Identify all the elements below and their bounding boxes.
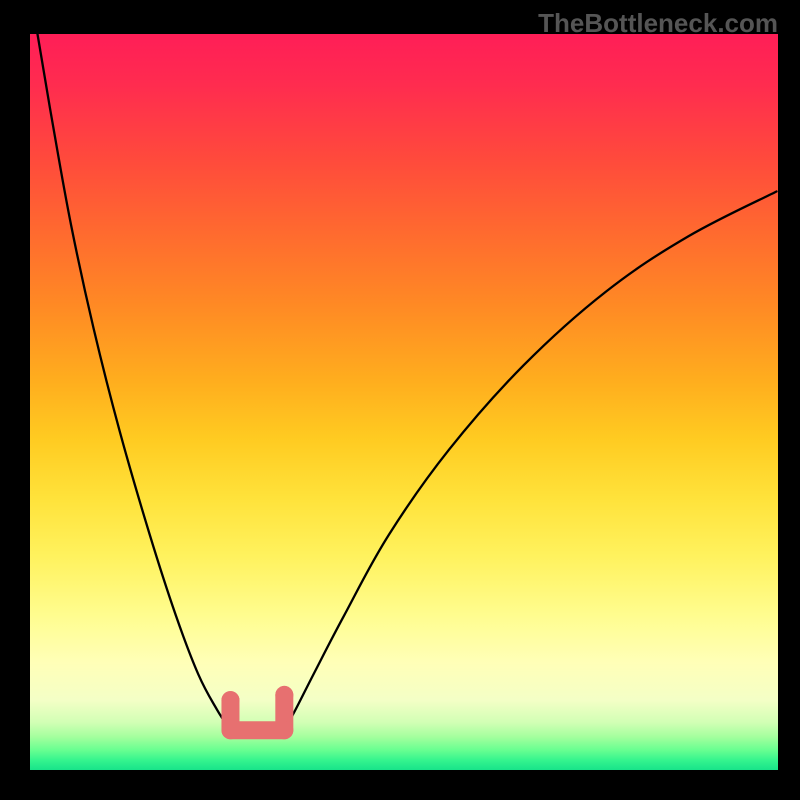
plot-group <box>30 34 778 770</box>
curve-overlay <box>0 0 800 800</box>
canvas-root: TheBottleneck.com <box>0 0 800 800</box>
plot-background <box>30 34 778 770</box>
marker-right-topcap <box>275 686 293 704</box>
marker-left-topcap <box>221 691 239 709</box>
watermark-label: TheBottleneck.com <box>538 8 778 39</box>
